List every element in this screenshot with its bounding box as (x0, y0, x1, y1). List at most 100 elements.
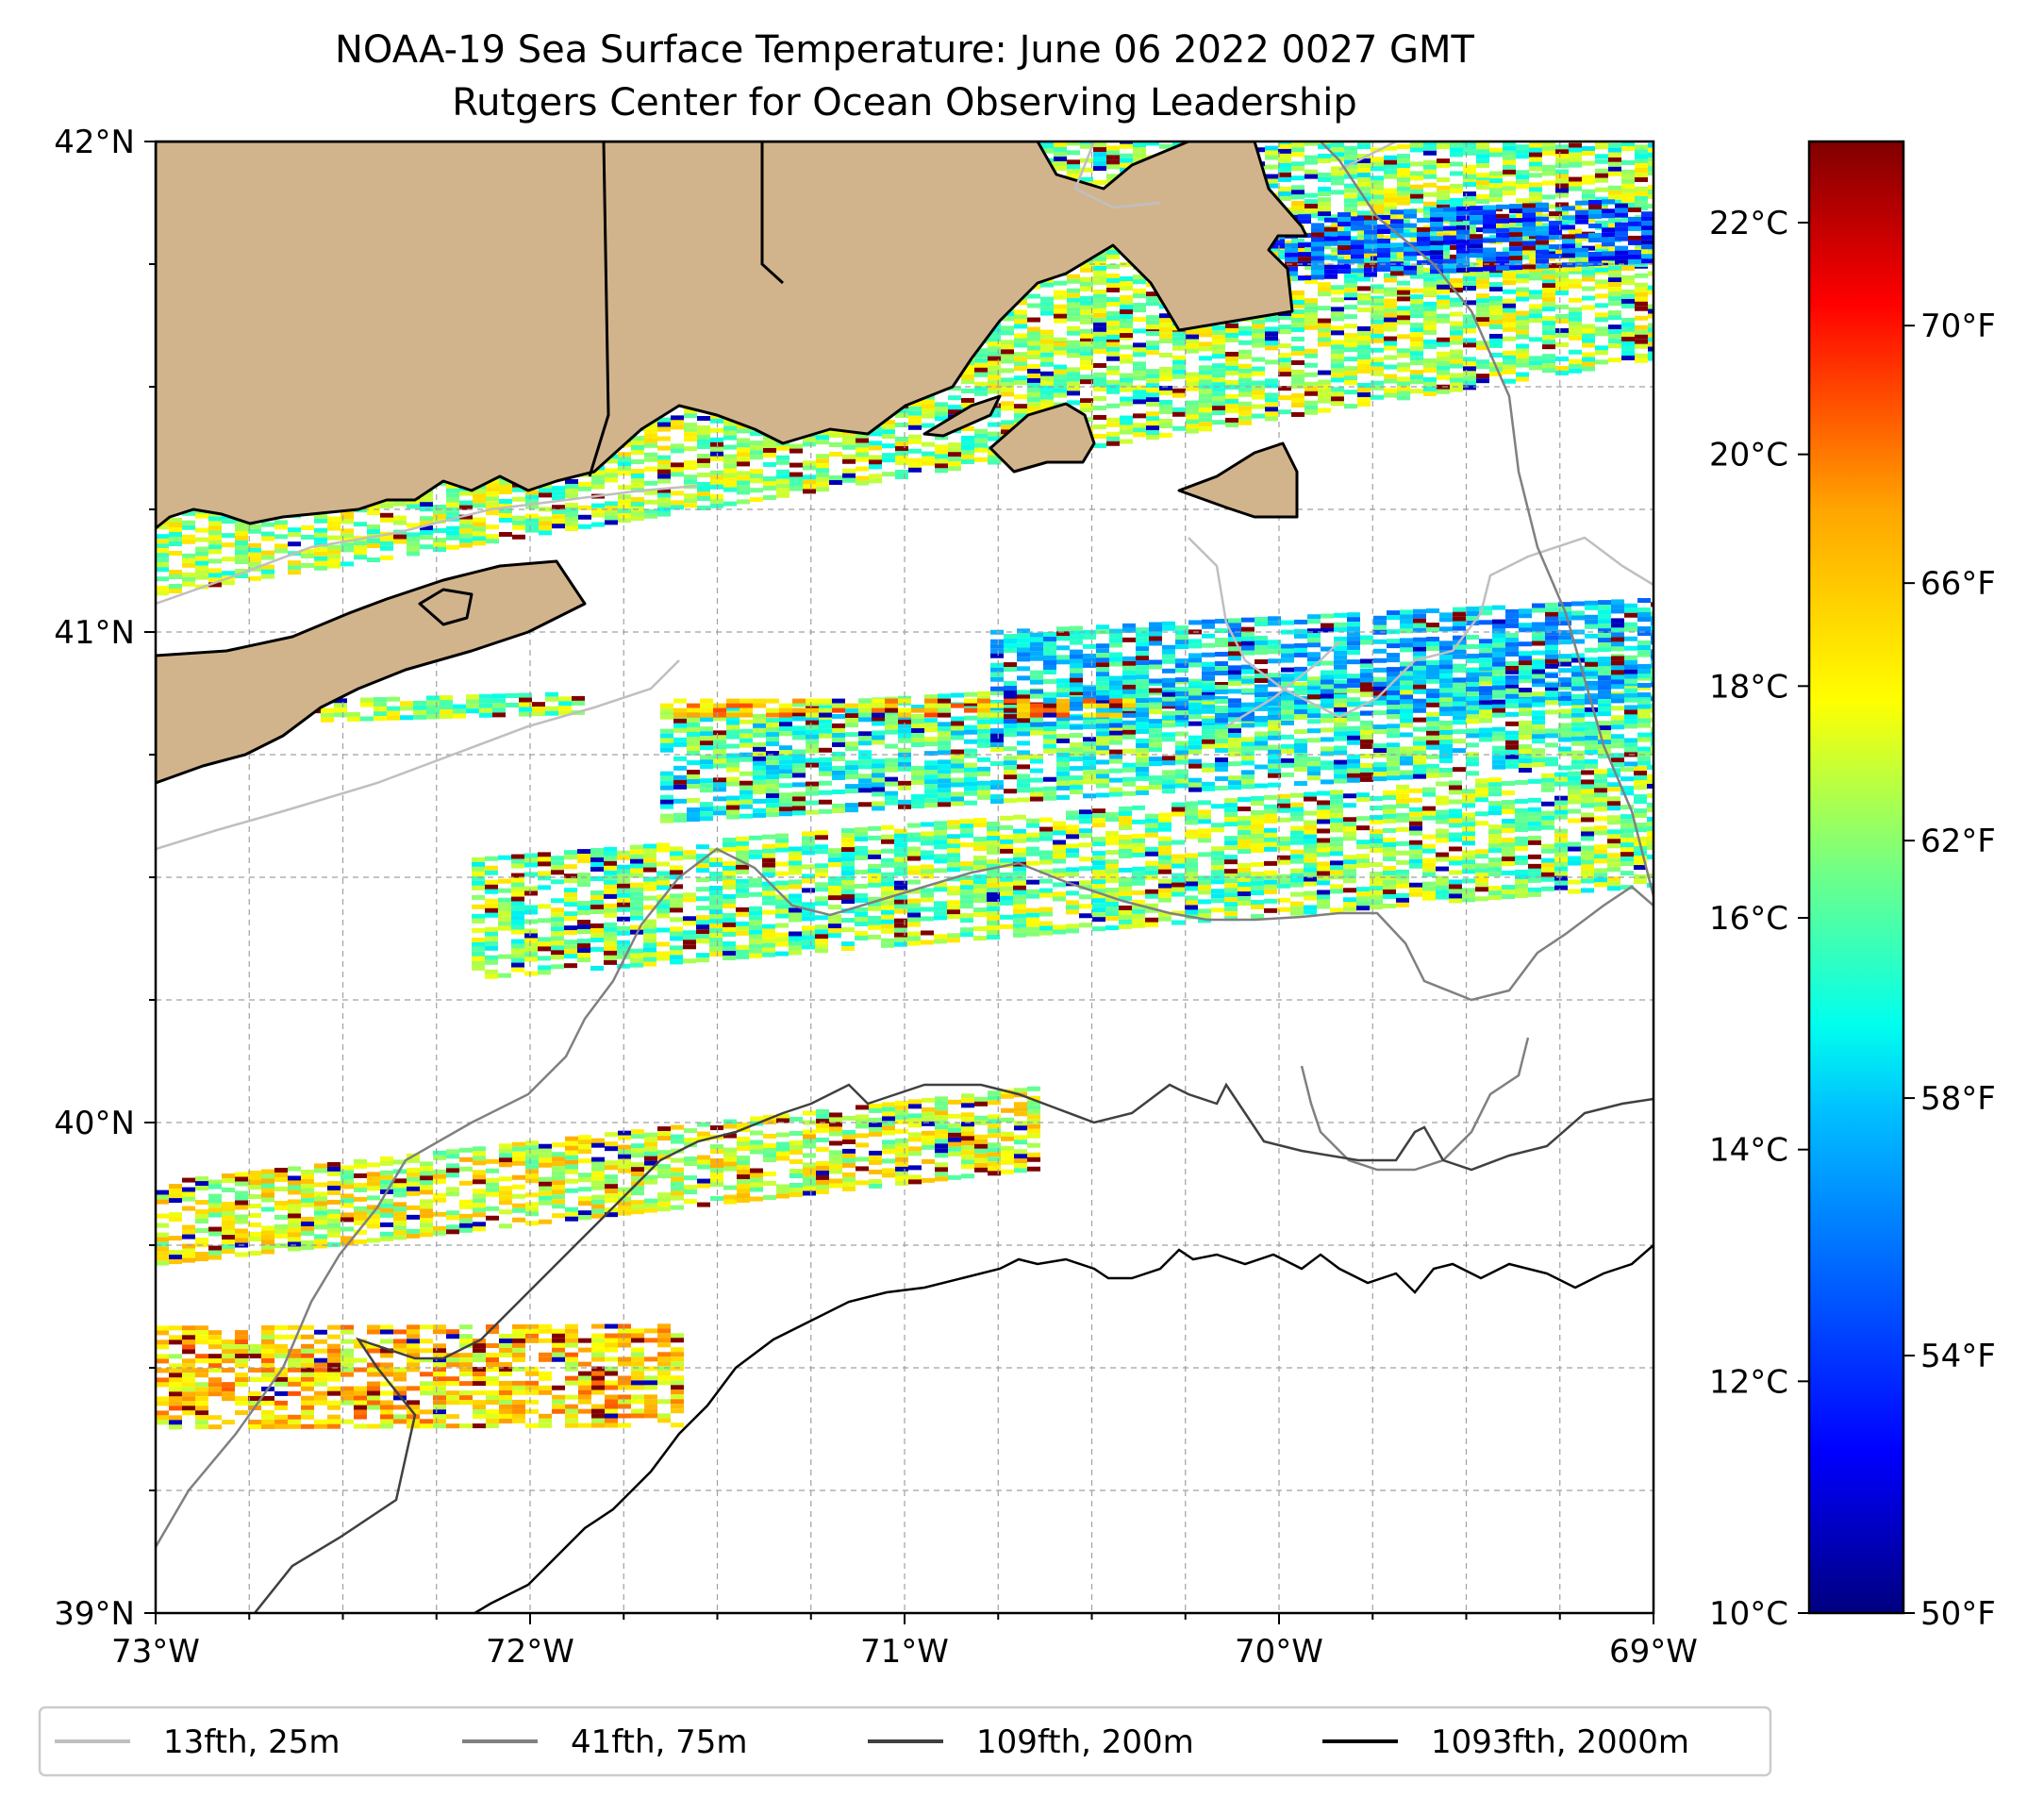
sst-pixel (723, 871, 736, 875)
sst-pixel (709, 905, 723, 909)
sst-pixel (660, 743, 673, 748)
sst-pixel (1492, 686, 1505, 691)
sst-pixel (604, 941, 617, 946)
sst-pixel (618, 1394, 631, 1399)
sst-pixel (1330, 889, 1343, 893)
sst-pixel (1004, 714, 1017, 719)
sst-pixel (301, 1184, 314, 1189)
sst-pixel (1360, 687, 1373, 691)
sst-pixel (1281, 668, 1294, 673)
sst-pixel (1492, 620, 1505, 624)
sst-pixel (911, 742, 924, 747)
sst-pixel (1119, 910, 1132, 915)
sst-pixel (1211, 898, 1224, 903)
sst-pixel (1053, 821, 1066, 825)
sst-pixel (1532, 753, 1545, 757)
sst-pixel (974, 1140, 988, 1144)
sst-pixel (618, 1136, 631, 1140)
sst-pixel (459, 1205, 473, 1209)
sst-pixel (1307, 694, 1321, 699)
sst-pixel (856, 1133, 869, 1138)
sst-pixel (775, 843, 789, 848)
sst-pixel (473, 1203, 486, 1207)
sst-pixel (631, 1408, 644, 1413)
sst-pixel (973, 823, 987, 827)
sst-pixel (1439, 730, 1453, 735)
sst-pixel (935, 1176, 948, 1181)
sst-pixel (552, 1353, 565, 1357)
sst-pixel (1255, 617, 1268, 622)
sst-pixel (924, 774, 938, 779)
sst-pixel (684, 1156, 697, 1161)
sst-pixel (1624, 709, 1637, 714)
sst-pixel (973, 893, 987, 898)
sst-pixel (1396, 879, 1409, 884)
sst-pixel (1000, 840, 1013, 844)
sst-pixel (1370, 806, 1383, 810)
sst-pixel (1241, 779, 1255, 784)
sst-pixel (881, 920, 894, 924)
sst-pixel (1334, 656, 1347, 660)
sst-pixel (789, 884, 802, 889)
sst-pixel (723, 918, 736, 923)
sst-pixel (590, 905, 604, 909)
sst-pixel (1307, 633, 1321, 638)
sst-pixel (538, 956, 551, 960)
sst-pixel (1109, 643, 1122, 648)
sst-pixel (182, 1410, 195, 1415)
sst-pixel (208, 1382, 222, 1387)
sst-pixel (1083, 644, 1096, 649)
sst-pixel (1479, 686, 1492, 691)
sst-pixel (605, 1423, 618, 1428)
sst-pixel (832, 757, 845, 761)
sst-pixel (1554, 843, 1568, 848)
sst-pixel (1356, 906, 1370, 910)
sst-pixel (524, 872, 538, 876)
sst-pixel (1439, 617, 1453, 622)
sst-pixel (1158, 879, 1172, 884)
sst-pixel (1070, 641, 1083, 645)
sst-pixel (1409, 817, 1422, 822)
sst-pixel (380, 1208, 393, 1213)
sst-pixel (1545, 700, 1558, 705)
sst-pixel (1070, 742, 1083, 747)
sst-pixel (660, 781, 673, 786)
sst-pixel (1594, 849, 1607, 854)
sst-pixel (1334, 670, 1347, 674)
sst-pixel (750, 1150, 763, 1155)
sst-pixel (1607, 773, 1620, 777)
sst-pixel (1013, 928, 1026, 933)
sst-pixel (1198, 838, 1211, 842)
sst-pixel (498, 926, 511, 931)
sst-pixel (753, 714, 766, 719)
sst-pixel (605, 1198, 618, 1203)
sst-pixel (806, 749, 819, 754)
sst-pixel (1453, 626, 1466, 631)
sst-pixel (643, 854, 656, 858)
sst-pixel (687, 779, 700, 784)
sst-pixel (990, 677, 1004, 682)
sst-pixel (1211, 827, 1224, 832)
sst-pixel (1014, 1140, 1027, 1144)
sst-pixel (1198, 880, 1211, 885)
sst-pixel (472, 966, 485, 971)
sst-pixel (208, 1354, 222, 1358)
sst-pixel (819, 762, 832, 767)
sst-pixel (235, 1201, 248, 1206)
sst-pixel (1594, 788, 1607, 792)
sst-pixel (828, 848, 841, 853)
sst-pixel (1255, 688, 1268, 692)
sst-pixel (1409, 789, 1422, 793)
sst-pixel (539, 1329, 552, 1334)
sst-pixel (630, 907, 643, 911)
sst-pixel (512, 1419, 525, 1423)
sst-pixel (1502, 800, 1515, 805)
sst-pixel (446, 1400, 459, 1405)
sst-pixel (564, 944, 577, 949)
sst-pixel (974, 1158, 988, 1163)
sst-pixel (766, 812, 779, 817)
sst-pixel (525, 1381, 539, 1386)
sst-pixel (1488, 782, 1502, 787)
sst-pixel (766, 793, 779, 798)
sst-pixel (169, 1377, 182, 1382)
